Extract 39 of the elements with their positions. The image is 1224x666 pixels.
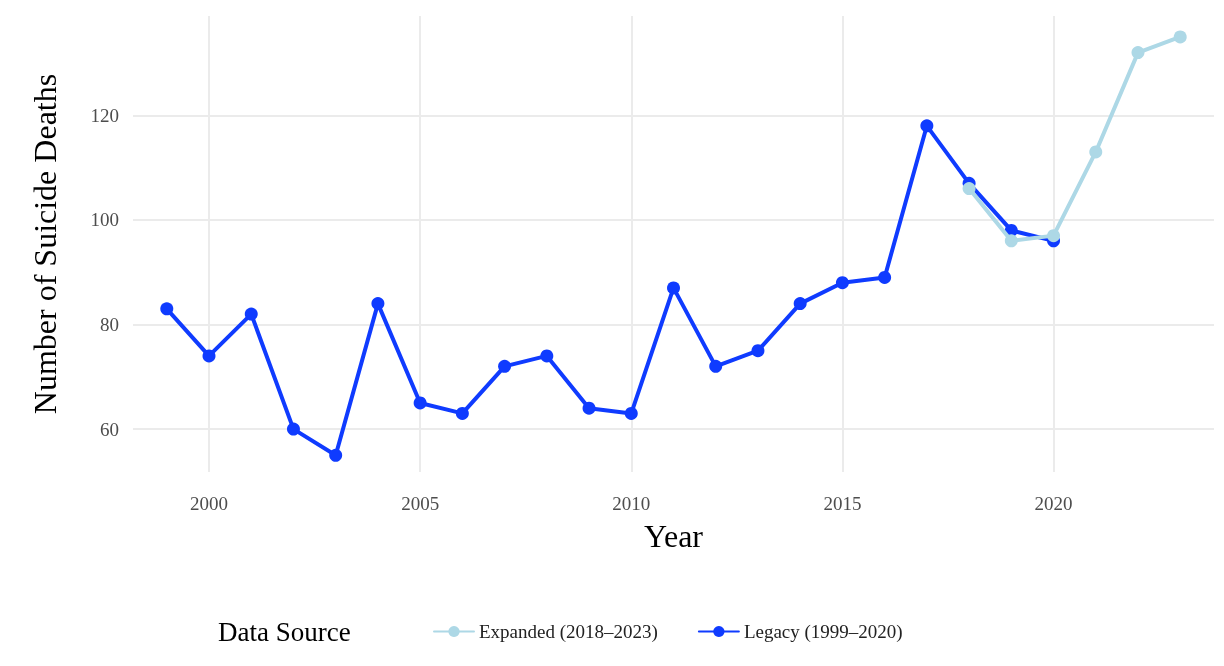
point [920, 119, 934, 133]
point [1173, 30, 1187, 44]
point [835, 276, 849, 290]
point [540, 349, 554, 363]
point [751, 344, 765, 358]
x-tick-label: 2005 [401, 493, 440, 514]
y-tick-label: 60 [100, 418, 119, 440]
point [624, 406, 638, 420]
point [1004, 234, 1018, 248]
x-axis-title: Year [644, 518, 704, 554]
legend-label: Expanded (2018–2023) [479, 621, 658, 643]
legend-label: Legacy (1999–2020) [743, 621, 903, 643]
point [371, 297, 385, 311]
point [202, 349, 216, 363]
point [413, 396, 427, 410]
y-tick-label: 80 [100, 314, 119, 336]
x-tick-label: 2020 [1034, 493, 1073, 514]
point [667, 281, 680, 295]
point [793, 297, 807, 311]
y-tick-label: 100 [90, 209, 119, 231]
point [498, 359, 512, 373]
point [709, 359, 723, 373]
point [160, 302, 174, 316]
x-tick-label: 2000 [190, 493, 229, 514]
legend-title: Data Source [218, 616, 351, 647]
point [286, 422, 300, 436]
y-tick-label: 120 [90, 104, 119, 126]
y-axis-title: Number of Suicide Deaths [27, 73, 63, 415]
point [1089, 145, 1103, 159]
point [329, 448, 343, 462]
point [878, 270, 892, 284]
x-tick-label: 2015 [823, 493, 862, 514]
point [244, 307, 258, 321]
point [455, 406, 469, 420]
x-tick-label: 2010 [612, 493, 651, 514]
point [962, 182, 976, 196]
point [1047, 229, 1061, 243]
point [1131, 46, 1145, 60]
point [582, 401, 596, 415]
